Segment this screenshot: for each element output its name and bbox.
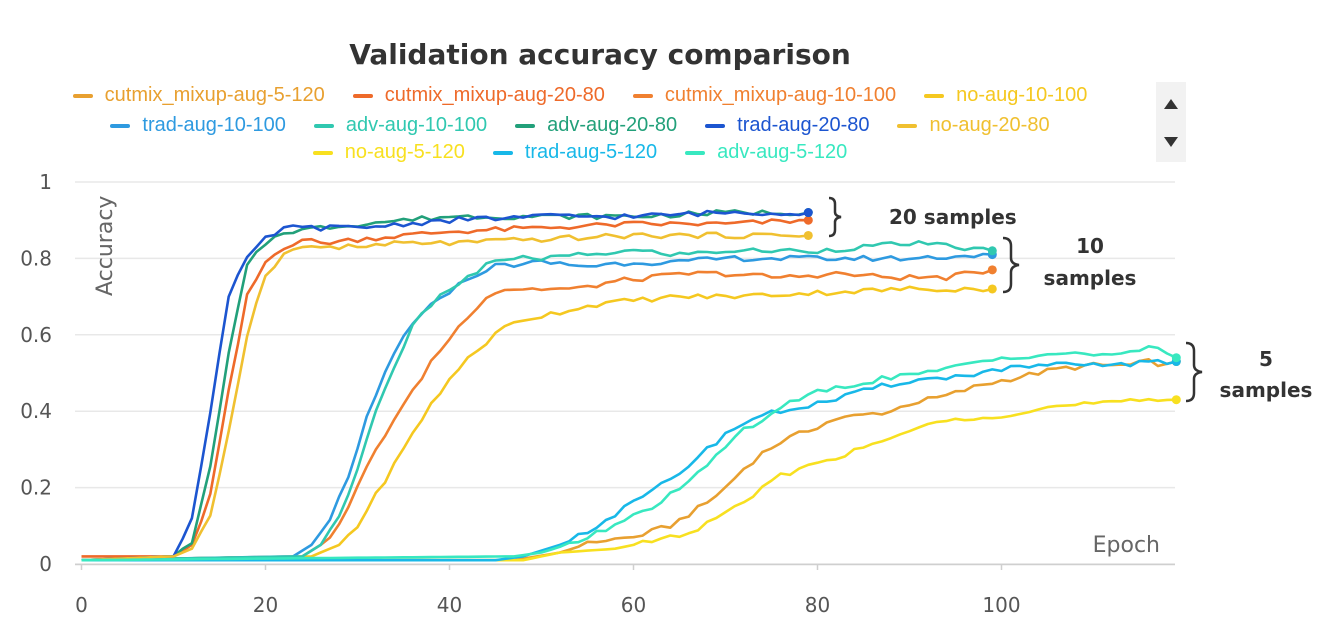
annotation-5: 5: [1259, 347, 1273, 371]
series-line-cutmix_mixup-aug-20-80: [81, 218, 809, 558]
x-tick-label: 40: [437, 593, 462, 617]
legend-item[interactable]: trad-aug-5-120: [492, 141, 658, 164]
legend-item[interactable]: trad-aug-20-80: [705, 114, 869, 137]
legend-scroll-down-button[interactable]: [1156, 124, 1186, 160]
legend-item[interactable]: no-aug-10-100: [924, 84, 1087, 107]
triangle-down-icon: [1164, 137, 1178, 147]
legend-swatch: [312, 150, 333, 155]
series-line-no-aug-5-120: [81, 397, 1177, 562]
series-layer: [81, 208, 1181, 562]
x-tick-label: 0: [75, 593, 88, 617]
x-axis-title: Epoch: [1093, 533, 1160, 558]
legend-swatch: [632, 93, 653, 98]
legend-swatch: [924, 93, 945, 98]
series-line-trad-aug-5-120: [81, 358, 1177, 562]
legend-scroll-control: [1156, 82, 1186, 162]
legend-swatch: [313, 123, 334, 128]
bracket-20-samples: [828, 196, 842, 238]
legend-swatch: [685, 150, 706, 155]
series-line-trad-aug-20-80: [81, 209, 809, 562]
legend-label: no-aug-20-80: [929, 114, 1050, 136]
y-tick-label: 0.8: [20, 246, 52, 270]
legend-item[interactable]: trad-aug-10-100: [110, 114, 286, 137]
series-end-marker-no-aug-20-80: [803, 230, 813, 240]
x-tick-label: 80: [805, 593, 830, 617]
legend-label: adv-aug-10-100: [345, 114, 488, 136]
legend-swatch: [897, 123, 918, 128]
annotations: 20 samples 10 samples 5 samples: [828, 196, 1313, 403]
legend-row: no-aug-5-120 trad-aug-5-120 adv-aug-5-120: [0, 141, 1160, 164]
legend-label: no-aug-5-120: [344, 141, 465, 163]
y-tick-label: 0.4: [20, 399, 52, 423]
legend-label: trad-aug-20-80: [737, 114, 870, 136]
legend-row: trad-aug-10-100 adv-aug-10-100 adv-aug-20-…: [0, 114, 1160, 137]
legend-item[interactable]: adv-aug-10-100: [313, 114, 488, 137]
annotation-10: 10: [1076, 234, 1104, 258]
series-end-marker-trad-aug-20-80: [803, 208, 813, 218]
series-line-no-aug-20-80: [81, 231, 809, 562]
legend-swatch: [110, 123, 131, 128]
y-tick-label: 0.6: [20, 323, 52, 347]
legend-label: trad-aug-10-100: [142, 114, 286, 136]
chart-title: Validation accuracy comparison: [349, 38, 851, 71]
legend-item[interactable]: cutmix_mixup-aug-10-100: [632, 84, 897, 107]
legend-label: adv-aug-20-80: [547, 114, 678, 136]
y-tick-label: 1: [39, 170, 52, 194]
legend-label: cutmix_mixup-aug-10-100: [664, 84, 897, 106]
legend-item[interactable]: adv-aug-5-120: [685, 141, 847, 164]
annotation-10-samples: samples: [1044, 266, 1137, 290]
series-end-marker-adv-aug-10-100: [987, 246, 997, 256]
bracket-10-samples: [1002, 236, 1020, 294]
legend-item[interactable]: no-aug-5-120: [312, 141, 465, 164]
y-tick-label: 0: [39, 552, 52, 576]
legend-label: adv-aug-5-120: [717, 141, 848, 163]
y-tick-label: 0.2: [20, 476, 52, 500]
legend-swatch: [352, 93, 373, 98]
legend-label: cutmix_mixup-aug-20-80: [384, 84, 605, 106]
legend-scroll-up-button[interactable]: [1156, 86, 1186, 122]
series-end-marker-no-aug-5-120: [1171, 395, 1181, 405]
series-end-marker-adv-aug-5-120: [1171, 353, 1181, 363]
legend-item[interactable]: no-aug-20-80: [897, 114, 1050, 137]
bracket-5-samples: [1185, 341, 1203, 403]
series-line-cutmix_mixup-aug-5-120: [81, 358, 1177, 562]
legend-label: cutmix_mixup-aug-5-120: [104, 84, 325, 106]
legend-item[interactable]: cutmix_mixup-aug-5-120: [72, 84, 325, 107]
legend-swatch: [72, 93, 93, 98]
series-end-marker-cutmix_mixup-aug-20-80: [803, 215, 813, 225]
y-axis-title: Accuracy: [93, 196, 118, 296]
x-tick-label: 20: [253, 593, 278, 617]
legend-item[interactable]: adv-aug-20-80: [515, 114, 677, 137]
series-end-marker-no-aug-10-100: [987, 284, 997, 294]
series-line-adv-aug-5-120: [81, 345, 1177, 562]
legend-swatch: [515, 123, 536, 128]
x-tick-label: 100: [982, 593, 1020, 617]
legend-swatch: [705, 123, 726, 128]
x-tick-label: 60: [621, 593, 646, 617]
axes: 00.20.40.60.810 20 40 60 80 100: [20, 170, 1175, 617]
triangle-up-icon: [1164, 99, 1178, 109]
legend-label: trad-aug-5-120: [524, 141, 658, 163]
legend-label: no-aug-10-100: [956, 84, 1088, 106]
series-line-trad-aug-10-100: [81, 252, 993, 562]
series-end-marker-cutmix_mixup-aug-10-100: [987, 265, 997, 275]
annotation-20-samples: 20 samples: [889, 205, 1017, 229]
legend-swatch: [492, 150, 513, 155]
annotation-5-samples: samples: [1220, 378, 1313, 402]
legend-row: cutmix_mixup-aug-5-120 cutmix_mixup-aug-2…: [0, 84, 1160, 107]
legend-item[interactable]: cutmix_mixup-aug-20-80: [352, 84, 605, 107]
